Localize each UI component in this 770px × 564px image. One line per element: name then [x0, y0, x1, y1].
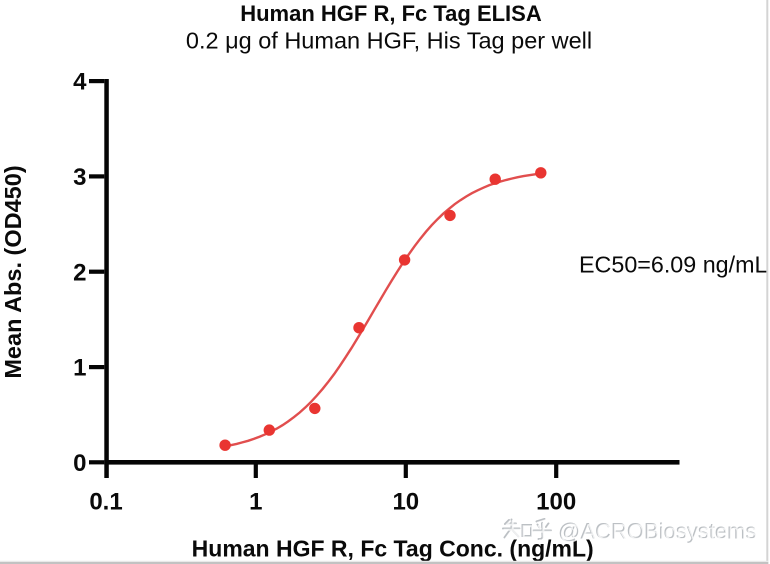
svg-text:0: 0	[73, 450, 86, 477]
svg-text:100: 100	[536, 489, 576, 516]
svg-text:2: 2	[73, 259, 86, 286]
svg-text:@ACROBiosystems: @ACROBiosystems	[559, 520, 757, 545]
svg-text:EC50=6.09 ng/mL: EC50=6.09 ng/mL	[579, 252, 767, 278]
svg-text:Human HGF R, Fc Tag Conc. (ng/: Human HGF R, Fc Tag Conc. (ng/mL)	[192, 536, 594, 562]
svg-text:3: 3	[73, 164, 86, 191]
svg-text:Human HGF R, Fc Tag ELISA: Human HGF R, Fc Tag ELISA	[240, 1, 542, 26]
svg-text:@ACROBiosystems: @ACROBiosystems	[558, 519, 756, 544]
svg-text:Mean Abs. (OD450): Mean Abs. (OD450)	[0, 165, 26, 378]
svg-text:1: 1	[249, 489, 262, 516]
svg-text:0.1: 0.1	[89, 489, 122, 516]
svg-text:1: 1	[73, 355, 86, 382]
svg-text:0.2 μg of Human HGF, His Tag p: 0.2 μg of Human HGF, His Tag per well	[186, 28, 592, 54]
svg-text:4: 4	[73, 69, 87, 96]
svg-text:10: 10	[392, 489, 419, 516]
